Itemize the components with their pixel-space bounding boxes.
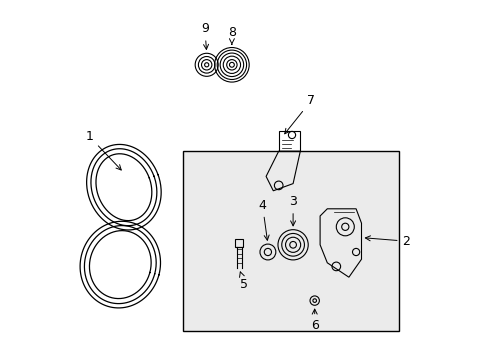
Text: 1: 1 [85, 130, 121, 170]
Bar [278, 131, 300, 151]
Text: 8: 8 [227, 26, 235, 45]
Bar [234, 239, 243, 247]
Text: 6: 6 [310, 309, 318, 332]
Text: 5: 5 [239, 272, 248, 291]
FancyBboxPatch shape [183, 151, 399, 331]
Text: 7: 7 [284, 94, 314, 134]
Text: 9: 9 [201, 22, 208, 49]
Text: 2: 2 [365, 235, 409, 248]
Text: 4: 4 [258, 199, 268, 240]
Text: 3: 3 [288, 195, 296, 226]
